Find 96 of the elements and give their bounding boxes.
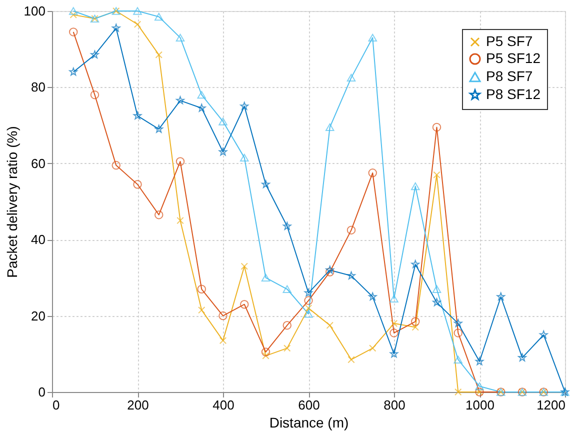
point bbox=[304, 296, 313, 305]
point bbox=[282, 320, 292, 330]
point bbox=[133, 180, 142, 189]
legend-label: P8 SF12 bbox=[486, 86, 541, 102]
point bbox=[390, 320, 398, 328]
point bbox=[282, 285, 292, 293]
point bbox=[197, 104, 206, 112]
point bbox=[433, 171, 440, 178]
point bbox=[154, 12, 164, 21]
point bbox=[261, 274, 270, 282]
point bbox=[261, 348, 270, 356]
point bbox=[475, 382, 484, 390]
point bbox=[69, 68, 78, 76]
point bbox=[368, 168, 377, 178]
point bbox=[219, 336, 227, 344]
point bbox=[326, 123, 334, 132]
x-tick-label: 1200 bbox=[536, 398, 566, 412]
point bbox=[454, 388, 462, 396]
point bbox=[284, 344, 291, 352]
point bbox=[368, 34, 377, 42]
point bbox=[240, 300, 249, 309]
point bbox=[154, 210, 164, 220]
point bbox=[411, 182, 420, 190]
point bbox=[304, 304, 312, 312]
point bbox=[539, 330, 548, 338]
point bbox=[411, 260, 420, 268]
x-tick-label: 1000 bbox=[466, 398, 494, 412]
point bbox=[262, 352, 270, 360]
point bbox=[70, 11, 77, 18]
point bbox=[176, 34, 185, 42]
point bbox=[218, 311, 228, 320]
point bbox=[240, 154, 249, 162]
point bbox=[155, 51, 162, 58]
point bbox=[432, 285, 442, 293]
x-tick-label: 200 bbox=[127, 398, 149, 412]
legend-label: P5 SF12 bbox=[486, 50, 541, 66]
point bbox=[112, 160, 120, 170]
point bbox=[218, 118, 228, 126]
point bbox=[390, 328, 398, 338]
point bbox=[326, 266, 334, 274]
x-tick-label: 0 bbox=[52, 398, 60, 412]
point bbox=[348, 356, 355, 364]
point bbox=[369, 344, 376, 352]
x-tick-label: 800 bbox=[384, 398, 406, 412]
point bbox=[133, 111, 142, 120]
point bbox=[390, 350, 398, 358]
point bbox=[304, 288, 313, 297]
point bbox=[326, 322, 334, 329]
point bbox=[346, 226, 356, 234]
point bbox=[240, 262, 248, 270]
point bbox=[262, 180, 270, 188]
point bbox=[134, 20, 142, 28]
point bbox=[69, 7, 78, 15]
y-tick-label: 20 bbox=[31, 308, 46, 324]
point bbox=[347, 271, 356, 280]
point bbox=[154, 124, 164, 133]
point bbox=[90, 50, 99, 58]
point bbox=[198, 306, 206, 314]
x-tick-label: 600 bbox=[298, 398, 320, 412]
x-tick-label: 400 bbox=[212, 398, 234, 412]
point bbox=[304, 310, 313, 318]
point bbox=[90, 90, 100, 100]
point bbox=[496, 292, 506, 300]
y-tick-label: 100 bbox=[24, 4, 46, 18]
point bbox=[454, 328, 462, 338]
point bbox=[176, 96, 184, 104]
legend-label: P5 SF7 bbox=[486, 33, 533, 49]
point bbox=[176, 216, 184, 224]
point bbox=[412, 324, 419, 331]
point bbox=[454, 319, 462, 328]
point bbox=[518, 353, 526, 362]
point bbox=[176, 157, 185, 166]
point bbox=[390, 294, 398, 303]
point bbox=[218, 148, 228, 156]
point bbox=[197, 90, 206, 99]
point bbox=[240, 102, 249, 110]
point bbox=[475, 357, 484, 366]
point bbox=[112, 24, 120, 32]
y-tick-label: 60 bbox=[31, 156, 46, 171]
y-tick-label: 40 bbox=[31, 232, 46, 248]
point bbox=[411, 317, 420, 326]
point bbox=[454, 356, 462, 364]
y-tick-label: 0 bbox=[38, 384, 46, 400]
y-axis-title: Packet delivery ratio (%) bbox=[4, 126, 20, 278]
y-tick-label: 80 bbox=[31, 80, 46, 95]
point bbox=[69, 28, 78, 36]
point bbox=[368, 292, 377, 300]
legend-label: P8 SF7 bbox=[486, 68, 533, 84]
point bbox=[432, 122, 442, 132]
point bbox=[197, 284, 206, 294]
point bbox=[432, 298, 441, 306]
point bbox=[346, 74, 356, 82]
point bbox=[133, 7, 142, 15]
point bbox=[326, 268, 334, 276]
point bbox=[282, 222, 292, 230]
x-axis-title: Distance (m) bbox=[269, 414, 349, 430]
